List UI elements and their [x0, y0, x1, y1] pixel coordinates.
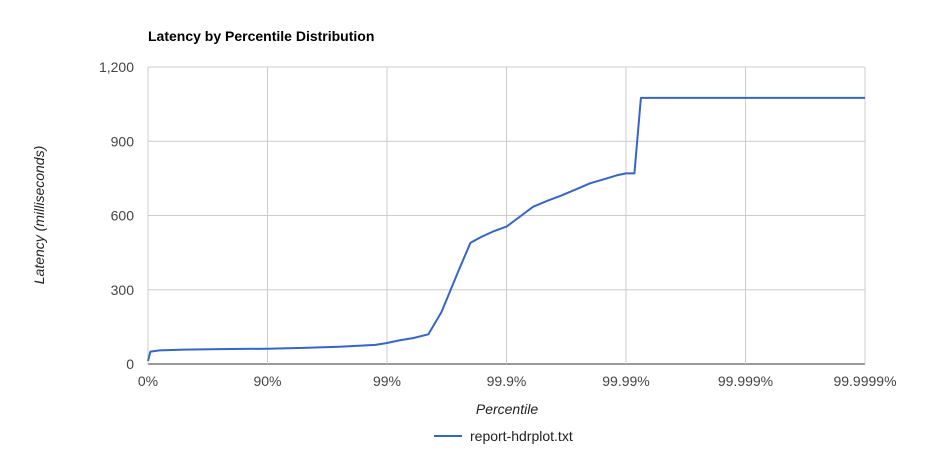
x-tick-label: 99.99% — [602, 373, 649, 389]
y-tick-label: 1,200 — [99, 59, 134, 75]
legend[interactable]: report-hdrplot.txt — [434, 428, 573, 444]
legend-label: report-hdrplot.txt — [470, 428, 573, 444]
x-tick-label: 99.9999% — [833, 373, 896, 389]
y-axis-ticks: 0 300 600 900 1,200 — [99, 59, 134, 372]
x-axis-ticks: 0% 90% 99% 99.9% 99.99% 99.999% 99.9999% — [138, 373, 897, 389]
y-tick-label: 600 — [111, 208, 135, 224]
series-line-0 — [147, 96, 865, 362]
x-tick-label: 0% — [138, 373, 158, 389]
y-tick-label: 0 — [126, 356, 134, 372]
y-axis-title: Latency (milliseconds) — [31, 146, 47, 285]
y-tick-label: 900 — [111, 133, 135, 149]
grid — [147, 66, 866, 365]
x-tick-label: 90% — [253, 373, 281, 389]
x-tick-label: 99% — [373, 373, 401, 389]
x-tick-label: 99.9% — [487, 373, 527, 389]
chart-title: Latency by Percentile Distribution — [148, 28, 374, 44]
series-layer — [147, 96, 865, 362]
x-axis-title: Percentile — [476, 401, 538, 417]
x-tick-label: 99.999% — [718, 373, 773, 389]
y-tick-label: 300 — [111, 282, 135, 298]
